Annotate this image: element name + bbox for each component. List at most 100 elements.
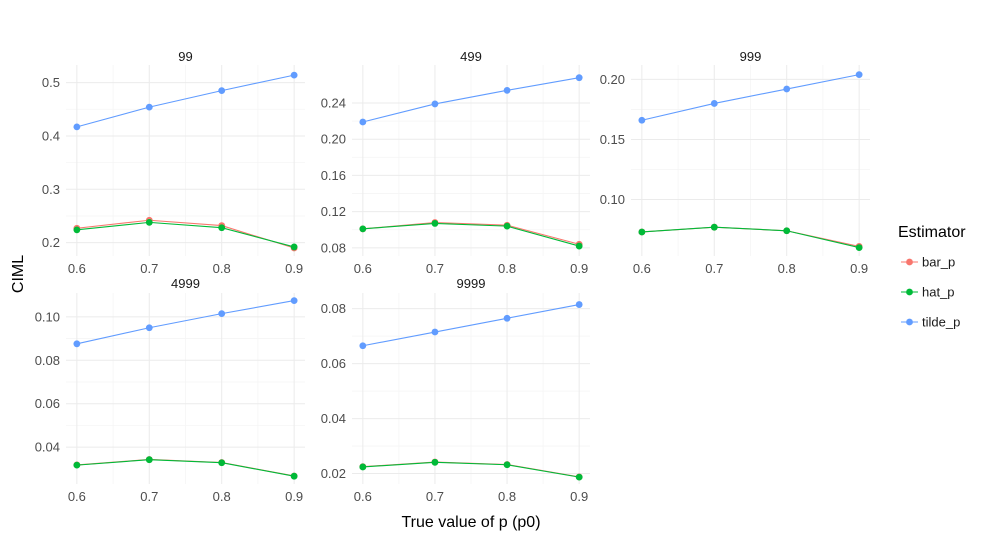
y-tick-label: 0.10 — [600, 192, 625, 207]
panel-4999: 0.6 0.7 0.8 0.9 0.04 0.06 0.08 0.10 4999 — [35, 276, 305, 504]
legend-label-bar_p: bar_p — [922, 255, 955, 270]
data-point-hat_p — [218, 224, 226, 232]
data-point-hat_p — [431, 220, 439, 227]
x-tick-label: 0.9 — [285, 489, 303, 504]
x-tick-label: 0.6 — [68, 489, 86, 504]
data-point-hat_p — [290, 472, 298, 480]
x-tick-label: 0.9 — [570, 489, 588, 504]
y-tick-label: 0.2 — [42, 235, 60, 250]
legend: Estimator bar_p hat_p tilde_p — [898, 224, 966, 330]
data-point-tilde_p — [710, 100, 718, 107]
x-tick-label: 0.8 — [213, 261, 231, 276]
panel-title: 499 — [460, 49, 482, 64]
data-point-tilde_p — [73, 123, 81, 131]
x-tick-label: 0.9 — [850, 261, 868, 276]
legend-title: Estimator — [898, 224, 966, 241]
y-axis-title: CIML — [10, 255, 27, 293]
x-tick-label: 0.7 — [140, 261, 158, 276]
x-tick-label: 0.9 — [570, 261, 588, 276]
data-point-tilde_p — [290, 297, 298, 304]
y-tick-label: 0.5 — [42, 75, 60, 90]
data-point-hat_p — [783, 227, 791, 235]
panel-99: 0.6 0.7 0.8 0.9 0.2 0.3 0.4 0.5 99 — [42, 49, 305, 276]
data-point-hat_p — [710, 223, 718, 231]
data-point-hat_p — [290, 243, 298, 251]
series-line-hat_p — [362, 461, 580, 478]
data-point-hat_p — [855, 244, 863, 251]
data-point-tilde_p — [855, 71, 863, 79]
x-tick-label: 0.8 — [778, 261, 796, 276]
panel-title: 99 — [178, 49, 192, 64]
y-tick-label: 0.20 — [600, 72, 625, 87]
legend-label-hat_p: hat_p — [922, 285, 955, 300]
x-tick-label: 0.6 — [633, 261, 651, 276]
y-tick-label: 0.04 — [321, 411, 346, 426]
data-point-hat_p — [503, 222, 511, 230]
series-line-tilde_p — [362, 304, 580, 347]
series-line-tilde_p — [76, 74, 295, 128]
x-tick-label: 0.8 — [498, 261, 516, 276]
y-tick-label: 0.12 — [321, 204, 346, 219]
data-point-hat_p — [431, 458, 439, 466]
data-point-hat_p — [575, 473, 583, 481]
y-tick-label: 0.20 — [321, 132, 346, 147]
x-tick-label: 0.9 — [285, 261, 303, 276]
data-point-tilde_p — [359, 342, 367, 350]
data-point-hat_p — [359, 463, 367, 471]
panel-9999: 0.6 0.7 0.8 0.9 0.02 0.04 0.06 0.08 9999 — [321, 276, 590, 504]
x-tick-label: 0.6 — [354, 261, 372, 276]
data-point-hat_p — [575, 242, 583, 250]
data-point-tilde_p — [783, 85, 791, 93]
series-line-hat_p — [76, 221, 295, 248]
x-tick-label: 0.7 — [426, 489, 444, 504]
data-point-hat_p — [503, 461, 511, 469]
y-tick-label: 0.3 — [42, 182, 60, 197]
x-tick-label: 0.7 — [705, 261, 723, 276]
panel-999: 0.6 0.7 0.8 0.9 0.10 0.15 0.20 999 — [600, 49, 870, 276]
y-tick-label: 0.4 — [42, 128, 60, 143]
panel-title: 4999 — [171, 276, 200, 291]
data-point-hat_p — [73, 461, 81, 469]
data-point-tilde_p — [503, 86, 511, 94]
series-line-hat_p — [641, 226, 860, 249]
data-point-tilde_p — [290, 71, 298, 79]
panel-title: 999 — [740, 49, 762, 64]
legend-label-tilde_p: tilde_p — [922, 315, 960, 330]
series-line-hat_p — [362, 222, 580, 247]
legend-key-point-hat_p — [906, 288, 913, 296]
series-line-hat_p — [76, 459, 295, 477]
y-tick-label: 0.02 — [321, 466, 346, 481]
series-line-tilde_p — [362, 77, 580, 123]
y-tick-label: 0.06 — [321, 356, 346, 371]
y-tick-label: 0.24 — [321, 96, 346, 111]
x-tick-label: 0.6 — [68, 261, 86, 276]
data-point-tilde_p — [218, 87, 226, 95]
y-tick-label: 0.06 — [35, 396, 60, 411]
x-tick-label: 0.8 — [498, 489, 516, 504]
series-line-tilde_p — [641, 74, 860, 121]
panel-499: 0.6 0.7 0.8 0.9 0.08 0.12 0.16 0.20 0.24 499 — [321, 49, 590, 276]
y-tick-label: 0.08 — [35, 353, 60, 368]
data-point-hat_p — [218, 459, 226, 467]
x-tick-label: 0.7 — [426, 261, 444, 276]
data-point-tilde_p — [145, 324, 153, 332]
data-point-tilde_p — [73, 340, 81, 348]
data-point-hat_p — [145, 456, 153, 464]
x-tick-label: 0.6 — [354, 489, 372, 504]
y-tick-label: 0.08 — [321, 301, 346, 316]
data-point-tilde_p — [218, 310, 226, 318]
data-point-hat_p — [638, 228, 646, 236]
data-point-tilde_p — [431, 328, 439, 336]
series-line-tilde_p — [76, 300, 295, 345]
data-point-tilde_p — [638, 116, 646, 124]
legend-key-point-tilde_p — [906, 318, 913, 326]
y-tick-label: 0.16 — [321, 168, 346, 183]
y-tick-label: 0.08 — [321, 240, 346, 255]
data-point-tilde_p — [575, 301, 583, 308]
legend-key-point-bar_p — [906, 258, 913, 266]
data-point-tilde_p — [503, 314, 511, 322]
data-point-tilde_p — [145, 103, 153, 111]
panel-title: 9999 — [457, 276, 486, 291]
y-tick-label: 0.04 — [35, 440, 60, 455]
y-tick-label: 0.10 — [35, 309, 60, 324]
